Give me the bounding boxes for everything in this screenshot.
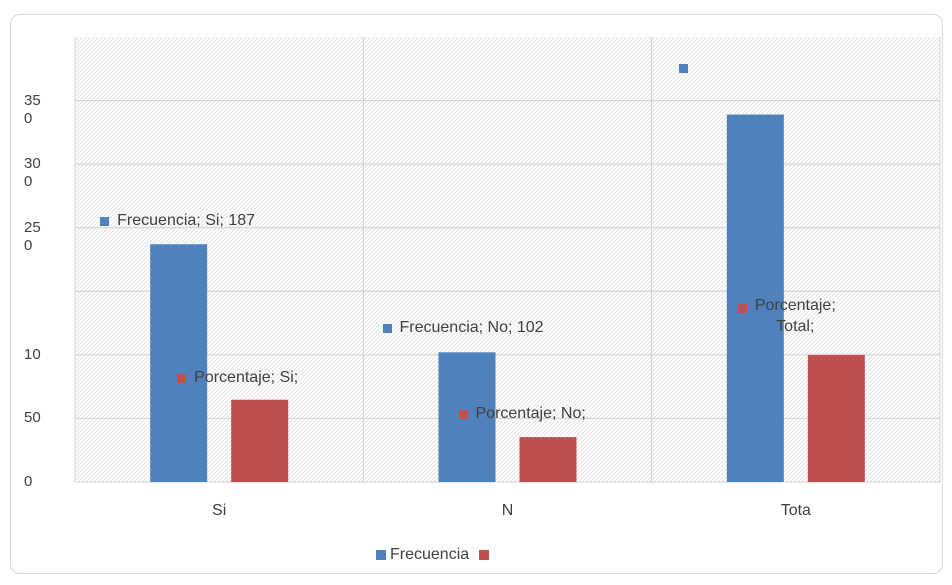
bar-s1-tota [807, 354, 865, 482]
bar-s0-si [150, 244, 208, 482]
data-label: Frecuencia; Si; 187 [117, 212, 256, 230]
data-label-marker [737, 303, 747, 313]
bar-s1-n [519, 437, 577, 482]
y-tick-label: 25 0 [24, 218, 41, 254]
data-label: Porcentaje; No; [475, 405, 586, 423]
data-label-marker [177, 373, 187, 383]
y-tick-label: 10 [24, 345, 41, 363]
chart-legend: Frecuencia [376, 546, 493, 564]
x-tick-label: Si [212, 502, 227, 519]
y-tick-label: 0 [24, 473, 33, 490]
bar-s1-si [231, 399, 289, 482]
legend-label-frecuencia: Frecuencia [390, 546, 470, 563]
x-tick-label: N [501, 502, 514, 519]
bar-s0-tota [726, 114, 784, 483]
data-label-marker [678, 63, 688, 73]
y-tick-label: 35 0 [24, 91, 41, 127]
data-label-marker [458, 410, 468, 420]
plot-area [75, 37, 940, 482]
data-label-marker [382, 324, 392, 334]
data-label: Porcentaje; Total; [754, 296, 836, 335]
data-label: Porcentaje; Si; [194, 368, 299, 386]
y-tick-label: 30 0 [24, 155, 41, 191]
legend-swatch-porcentaje [479, 550, 490, 560]
y-tick-label: 50 [24, 409, 41, 427]
legend-swatch-frecuencia [376, 550, 386, 560]
data-label-marker [100, 217, 110, 227]
data-label: Frecuencia; No; 102 [399, 319, 544, 337]
x-tick-label: Tota [780, 502, 811, 519]
